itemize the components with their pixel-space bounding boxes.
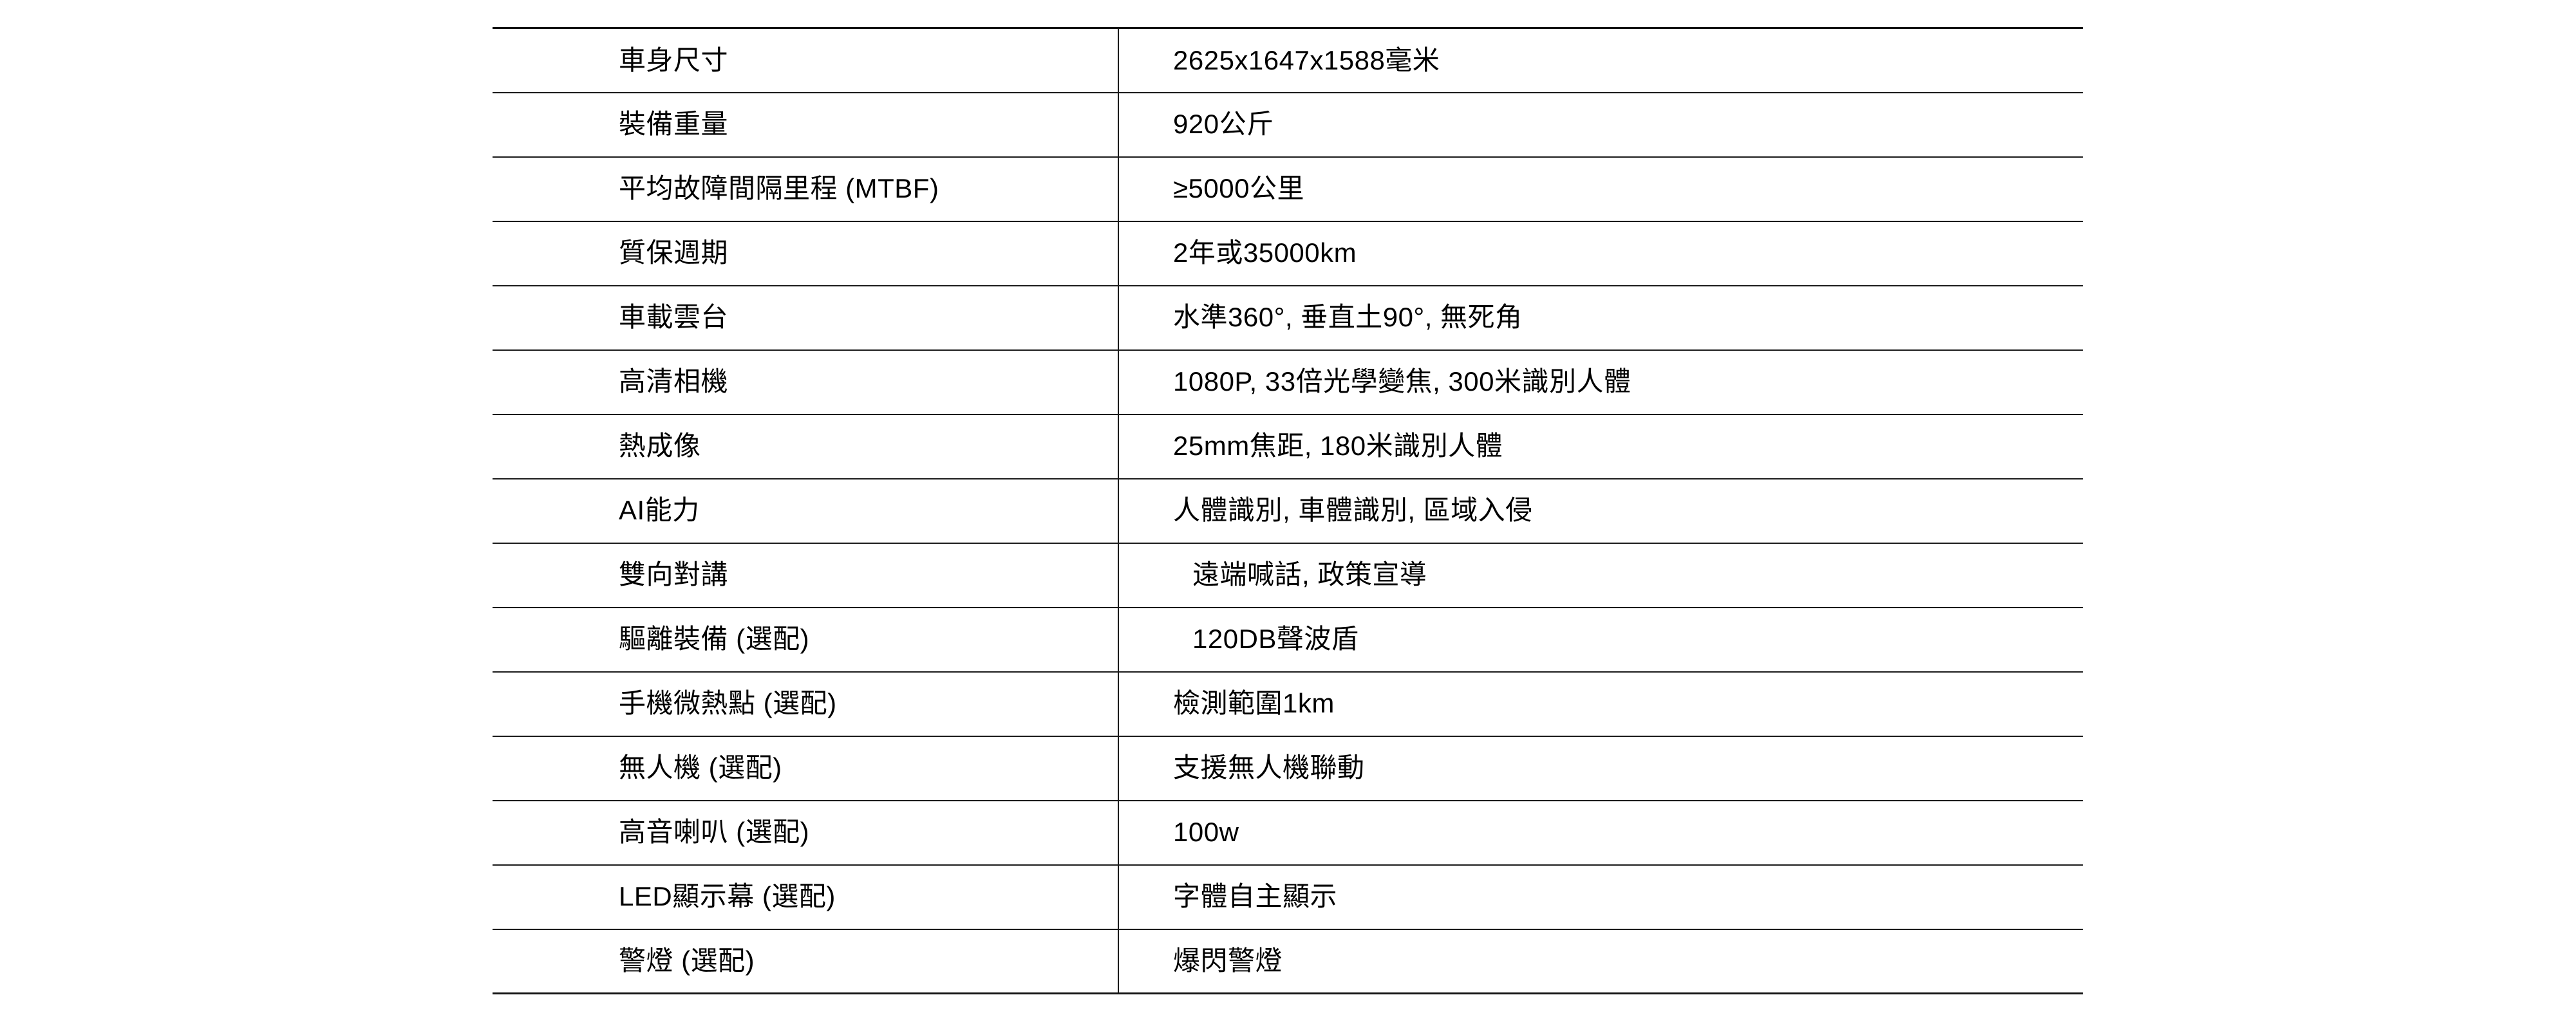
spec-label-cell: 警燈 (選配) (493, 928, 1119, 994)
table-row: 手機微熱點 (選配) 檢測範圍1km (493, 671, 2083, 737)
spec-value-cell: 25mm焦距, 180米識別人體 (1118, 413, 2083, 479)
spec-value-cell: 2625x1647x1588毫米 (1118, 27, 2083, 93)
table-row: 車載雲台 水準360°, 垂直土90°, 無死角 (493, 284, 2083, 351)
specification-table-container: 車身尺寸 2625x1647x1588毫米 裝備重量 920公斤 平均故障間隔里程 (M… (493, 27, 2083, 994)
table-row: 無人機 (選配) 支援無人機聯動 (493, 735, 2083, 801)
spec-value-cell: 支援無人機聯動 (1118, 735, 2083, 801)
table-row: LED顯示幕 (選配) 字體自主顯示 (493, 864, 2083, 930)
spec-label-cell: LED顯示幕 (選配) (493, 864, 1119, 930)
spec-label-cell: 高清相機 (493, 349, 1119, 415)
spec-label-cell: AI能力 (493, 478, 1119, 544)
table-row: 高清相機 1080P, 33倍光學變焦, 300米識別人體 (493, 349, 2083, 415)
table-row: 車身尺寸 2625x1647x1588毫米 (493, 27, 2083, 93)
spec-value-cell: 920公斤 (1118, 91, 2083, 158)
spec-value-cell: 爆閃警燈 (1118, 928, 2083, 994)
table-row: 質保週期 2年或35000km (493, 220, 2083, 286)
spec-label-cell: 車載雲台 (493, 284, 1119, 351)
table-row: AI能力 人體識別, 車體識別, 區域入侵 (493, 478, 2083, 544)
specification-table-body: 車身尺寸 2625x1647x1588毫米 裝備重量 920公斤 平均故障間隔里程 (M… (493, 27, 2083, 994)
spec-label-cell: 裝備重量 (493, 91, 1119, 158)
spec-label-cell: 車身尺寸 (493, 27, 1119, 93)
table-row: 熱成像 25mm焦距, 180米識別人體 (493, 413, 2083, 479)
spec-value-cell: 100w (1118, 799, 2083, 866)
spec-label-cell: 平均故障間隔里程 (MTBF) (493, 156, 1119, 222)
table-row: 平均故障間隔里程 (MTBF) ≥5000公里 (493, 156, 2083, 222)
spec-value-cell: 2年或35000km (1118, 220, 2083, 286)
table-row: 雙向對講 遠端喊話, 政策宣導 (493, 542, 2083, 608)
spec-label-cell: 驅離裝備 (選配) (493, 606, 1119, 673)
spec-value-cell: 水準360°, 垂直土90°, 無死角 (1118, 284, 2083, 351)
spec-value-cell: 檢測範圍1km (1118, 671, 2083, 737)
spec-label-cell: 熱成像 (493, 413, 1119, 479)
spec-value-cell: 字體自主顯示 (1118, 864, 2083, 930)
spec-label-cell: 質保週期 (493, 220, 1119, 286)
specification-table: 車身尺寸 2625x1647x1588毫米 裝備重量 920公斤 平均故障間隔里程 (M… (493, 27, 2083, 994)
table-row: 裝備重量 920公斤 (493, 91, 2083, 158)
spec-label-cell: 無人機 (選配) (493, 735, 1119, 801)
table-row: 驅離裝備 (選配) 120DB聲波盾 (493, 606, 2083, 673)
spec-label-cell: 手機微熱點 (選配) (493, 671, 1119, 737)
spec-value-cell: 遠端喊話, 政策宣導 (1118, 542, 2083, 608)
table-row: 高音喇叭 (選配) 100w (493, 799, 2083, 866)
table-row: 警燈 (選配) 爆閃警燈 (493, 928, 2083, 994)
spec-value-cell: 1080P, 33倍光學變焦, 300米識別人體 (1118, 349, 2083, 415)
spec-label-cell: 高音喇叭 (選配) (493, 799, 1119, 866)
spec-value-cell: 人體識別, 車體識別, 區域入侵 (1118, 478, 2083, 544)
spec-value-cell: 120DB聲波盾 (1118, 606, 2083, 673)
spec-value-cell: ≥5000公里 (1118, 156, 2083, 222)
spec-label-cell: 雙向對講 (493, 542, 1119, 608)
